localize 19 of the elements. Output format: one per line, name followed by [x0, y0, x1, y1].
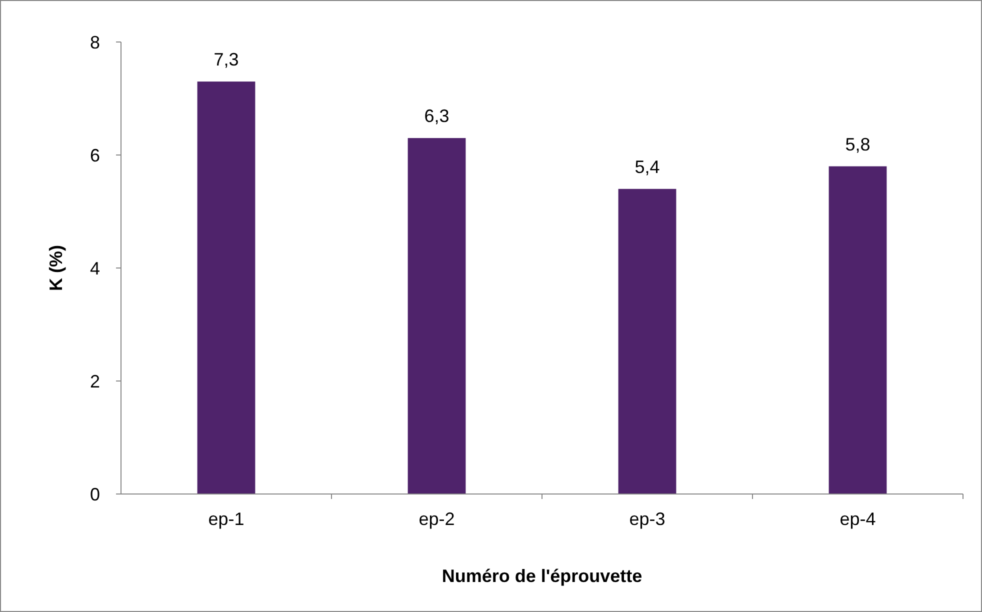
bar: [828, 166, 887, 494]
data-label: 5,4: [634, 156, 660, 177]
y-axis-title: K (%): [46, 245, 66, 291]
data-label: 6,3: [424, 106, 450, 126]
y-tick-label: 4: [90, 258, 100, 278]
x-axis-title: Numéro de l'éprouvette: [442, 566, 642, 586]
bar: [197, 82, 256, 494]
x-tick-label: ep-1: [208, 509, 244, 529]
data-label: 5,8: [845, 134, 870, 154]
y-tick-label: 2: [90, 371, 100, 392]
data-label: 7,3: [214, 50, 239, 70]
y-tick-label: 8: [90, 32, 100, 52]
x-tick-label: ep-2: [418, 509, 455, 529]
x-tick-label: ep-4: [840, 509, 876, 529]
bar: [408, 138, 466, 494]
bar: [618, 188, 676, 494]
y-tick-label: 6: [90, 145, 100, 166]
x-tick-label: ep-3: [629, 509, 666, 529]
y-tick-label: 0: [90, 484, 100, 504]
